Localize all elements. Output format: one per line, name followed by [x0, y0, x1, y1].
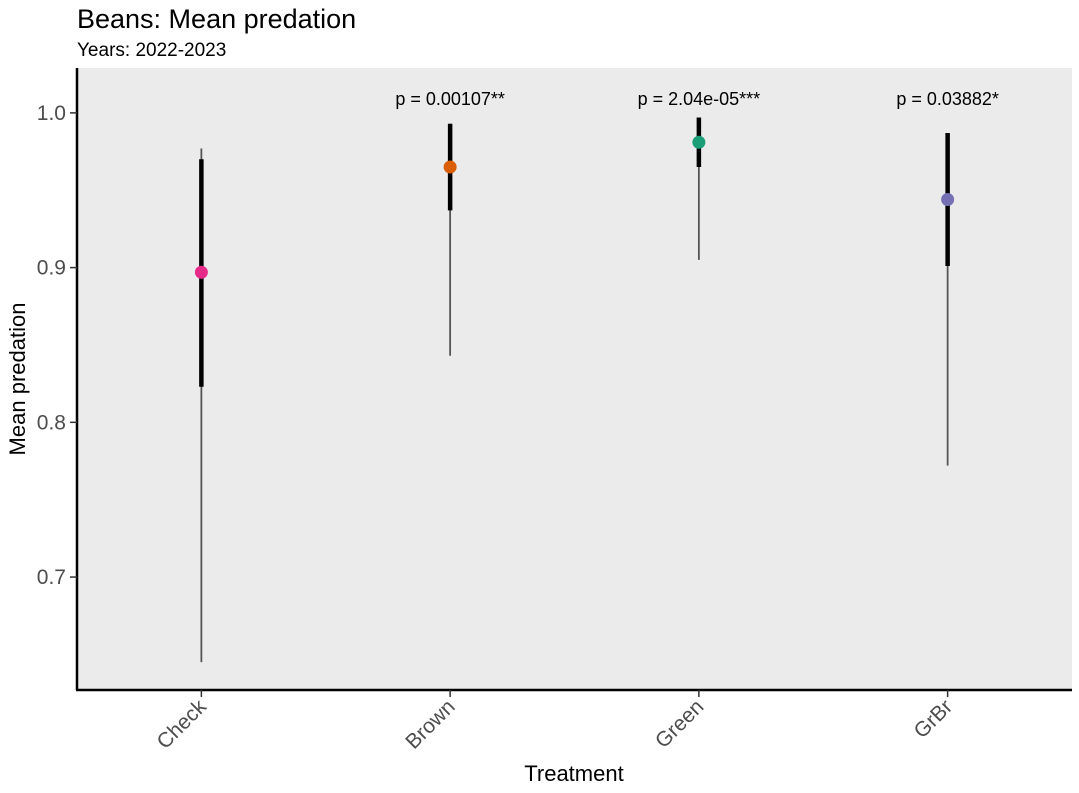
- x-tick-label: Check: [153, 695, 212, 754]
- chart-marks: p = 0.00107** p = 2.04e-05*** p = 0.03882*: [194, 89, 999, 663]
- x-axis-title: Treatment: [524, 761, 623, 786]
- mean-point: [194, 265, 208, 279]
- x-tick-label: GrBr: [910, 695, 958, 743]
- p-value-label: p = 0.00107**: [395, 89, 505, 109]
- y-tick-label: 0.9: [37, 257, 66, 280]
- p-value-label: p = 0.03882*: [896, 89, 999, 109]
- chart-subtitle: Years: 2022-2023: [77, 40, 227, 61]
- plot-panel: [77, 68, 1072, 690]
- y-axis-title: Mean predation: [5, 303, 30, 456]
- x-tick-label: Green: [651, 695, 709, 753]
- y-tick-label: 0.8: [37, 411, 66, 434]
- x-tick-label: Brown: [401, 695, 459, 753]
- mean-point: [941, 193, 955, 207]
- y-tick-label: 0.7: [37, 566, 66, 589]
- chart-title: Beans: Mean predation: [77, 4, 357, 34]
- y-tick-label: 1.0: [37, 102, 66, 125]
- mean-point: [692, 135, 706, 149]
- mean-point: [443, 160, 457, 174]
- p-value-label: p = 2.04e-05***: [638, 89, 761, 109]
